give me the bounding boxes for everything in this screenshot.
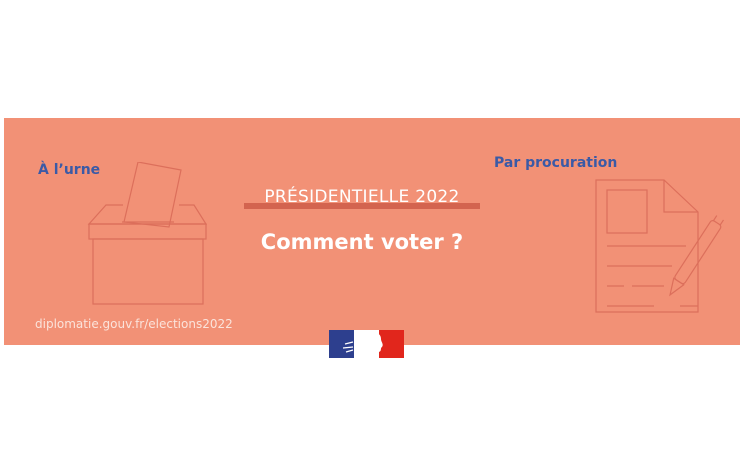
elections-link[interactable]: diplomatie.gouv.fr/elections2022 (35, 317, 233, 331)
marianne-logo (329, 330, 404, 358)
ballot-box-icon (87, 162, 208, 305)
election-tag: PRÉSIDENTIELLE 2022 (244, 187, 480, 209)
by-proxy-label: Par procuration (494, 155, 618, 171)
at-the-ballot-box-label: À l’urne (38, 162, 101, 178)
tag-underline (244, 203, 480, 209)
banner: À l’urne PRÉSIDENTIELLE 2022 Comment vot… (4, 118, 740, 345)
tag-text: PRÉSIDENTIELLE 2022 (264, 187, 460, 207)
page-title: Comment voter ? (260, 230, 464, 254)
proxy-form-pen-icon (595, 179, 724, 313)
